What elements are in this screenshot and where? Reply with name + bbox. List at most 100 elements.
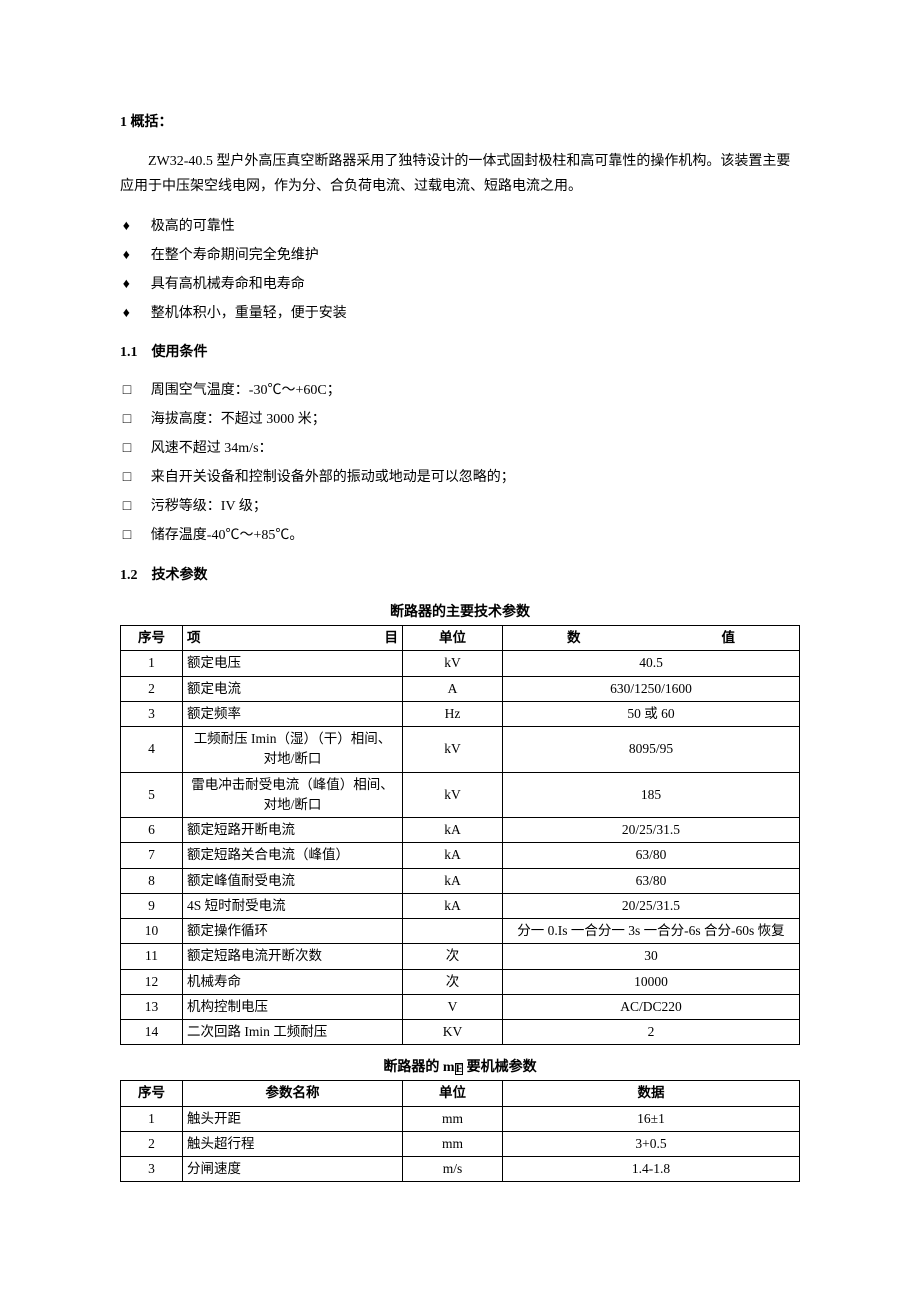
cell-idx: 4	[121, 727, 183, 773]
cell-idx: 2	[121, 1131, 183, 1156]
col-item-header-a: 项	[187, 628, 201, 648]
cell-idx: 3	[121, 1157, 183, 1182]
cell-item: 额定电流	[183, 676, 403, 701]
col-value-header-a: 数	[567, 628, 581, 648]
cell-unit: mm	[403, 1106, 503, 1131]
cell-idx: 12	[121, 969, 183, 994]
table-header-row: 序号 项 目 单位 数 值	[121, 626, 800, 651]
condition-item: 污秽等级：IV 级；	[120, 494, 800, 519]
conditions-list: 周围空气温度：-30℃～+60C； 海拔高度：不超过 3000 米； 风速不超过…	[120, 378, 800, 549]
cell-unit: 次	[403, 944, 503, 969]
feature-item: 整机体积小，重量轻，便于安装	[120, 301, 800, 326]
col-index-header: 序号	[121, 1081, 183, 1106]
cell-data: 16±1	[503, 1106, 800, 1131]
feature-item: 极高的可靠性	[120, 214, 800, 239]
table-2-caption-a: 断路器的 m	[383, 1060, 454, 1075]
technical-params-table: 序号 项 目 单位 数 值	[120, 625, 800, 1045]
cell-unit: kA	[403, 818, 503, 843]
table-row: 4 工频耐压 Imin（湿）（干）相间、对地/断口 kV 8095/95	[121, 727, 800, 773]
feature-item: 在整个寿命期间完全免维护	[120, 243, 800, 268]
cell-item: 雷电冲击耐受电流（峰值）相间、对地/断口	[183, 772, 403, 818]
feature-item: 具有高机械寿命和电寿命	[120, 272, 800, 297]
cell-item: 额定短路关合电流（峰值）	[183, 843, 403, 868]
col-unit-header: 单位	[403, 626, 503, 651]
cell-idx: 14	[121, 1020, 183, 1045]
cell-unit: Hz	[403, 701, 503, 726]
table-row: 6 额定短路开断电流 kA 20/25/31.5	[121, 818, 800, 843]
cell-item: 额定电压	[183, 651, 403, 676]
cell-idx: 1	[121, 651, 183, 676]
cell-idx: 1	[121, 1106, 183, 1131]
boxed-char-icon: E	[455, 1063, 464, 1075]
section-1-heading: 1 概括：	[120, 110, 800, 135]
mechanical-params-table: 序号 参数名称 单位 数据 1 触头开距 mm 16±1 2 触头超行程 mm …	[120, 1080, 800, 1182]
table-row: 8 额定峰值耐受电流 kA 63/80	[121, 868, 800, 893]
condition-item: 来自开关设备和控制设备外部的振动或地动是可以忽略的；	[120, 465, 800, 490]
cell-value: 20/25/31.5	[503, 818, 800, 843]
cell-name: 触头开距	[183, 1106, 403, 1131]
cell-value: 2	[503, 1020, 800, 1045]
cell-unit: KV	[403, 1020, 503, 1045]
cell-item: 机械寿命	[183, 969, 403, 994]
cell-idx: 3	[121, 701, 183, 726]
col-value-header: 数 值	[503, 626, 800, 651]
cell-idx: 13	[121, 994, 183, 1019]
table-header-row: 序号 参数名称 单位 数据	[121, 1081, 800, 1106]
cell-unit: kA	[403, 843, 503, 868]
condition-item: 周围空气温度：-30℃～+60C；	[120, 378, 800, 403]
cell-item: 机构控制电压	[183, 994, 403, 1019]
col-index-header: 序号	[121, 626, 183, 651]
cell-item: 额定操作循环	[183, 919, 403, 944]
col-item-header-b: 目	[385, 628, 399, 648]
table-row: 12 机械寿命 次 10000	[121, 969, 800, 994]
cell-unit: m/s	[403, 1157, 503, 1182]
cell-unit: kV	[403, 727, 503, 773]
table-row: 5 雷电冲击耐受电流（峰值）相间、对地/断口 kV 185	[121, 772, 800, 818]
document-page: 1 概括： ZW32-40.5 型户外高压真空断路器采用了独特设计的一体式固封极…	[0, 0, 920, 1228]
cell-idx: 5	[121, 772, 183, 818]
cell-idx: 10	[121, 919, 183, 944]
col-value-header-b: 值	[722, 628, 736, 648]
table-row: 3 分闸速度 m/s 1.4-1.8	[121, 1157, 800, 1182]
intro-paragraph: ZW32-40.5 型户外高压真空断路器采用了独特设计的一体式固封极柱和高可靠性…	[120, 149, 800, 199]
cell-unit: kA	[403, 868, 503, 893]
cell-value: 30	[503, 944, 800, 969]
table-row: 10 额定操作循环 分一 0.Is 一合分一 3s 一合分-6s 合分-60s …	[121, 919, 800, 944]
cell-value: 10000	[503, 969, 800, 994]
cell-unit	[403, 919, 503, 944]
col-unit-header: 单位	[403, 1081, 503, 1106]
cell-data: 3+0.5	[503, 1131, 800, 1156]
cell-value: 63/80	[503, 868, 800, 893]
cell-value: 50 或 60	[503, 701, 800, 726]
cell-value: 630/1250/1600	[503, 676, 800, 701]
cell-idx: 8	[121, 868, 183, 893]
col-item-header: 项 目	[183, 626, 403, 651]
col-name-header: 参数名称	[183, 1081, 403, 1106]
table-row: 9 4S 短时耐受电流 kA 20/25/31.5	[121, 893, 800, 918]
cell-idx: 7	[121, 843, 183, 868]
technical-params-body: 1 额定电压 kV 40.5 2 额定电流 A 630/1250/1600 3 …	[121, 651, 800, 1045]
cell-unit: V	[403, 994, 503, 1019]
table-row: 1 额定电压 kV 40.5	[121, 651, 800, 676]
cell-item: 额定短路电流开断次数	[183, 944, 403, 969]
cell-item: 4S 短时耐受电流	[183, 893, 403, 918]
table-row: 2 触头超行程 mm 3+0.5	[121, 1131, 800, 1156]
table-row: 11 额定短路电流开断次数 次 30	[121, 944, 800, 969]
cell-idx: 2	[121, 676, 183, 701]
table-2-caption-c: 要机械参数	[463, 1060, 537, 1075]
condition-item: 储存温度-40℃～+85℃。	[120, 523, 800, 548]
table-row: 1 触头开距 mm 16±1	[121, 1106, 800, 1131]
table-row: 3 额定频率 Hz 50 或 60	[121, 701, 800, 726]
table-row: 13 机构控制电压 V AC/DC220	[121, 994, 800, 1019]
cell-value: 8095/95	[503, 727, 800, 773]
table-2-caption: 断路器的 mE 要机械参数	[120, 1055, 800, 1080]
cell-name: 分闸速度	[183, 1157, 403, 1182]
cell-unit: mm	[403, 1131, 503, 1156]
cell-unit: kV	[403, 772, 503, 818]
cell-value: 63/80	[503, 843, 800, 868]
cell-item: 工频耐压 Imin（湿）（干）相间、对地/断口	[183, 727, 403, 773]
cell-unit: kA	[403, 893, 503, 918]
section-1-1-heading: 1.1 使用条件	[120, 340, 800, 365]
condition-item: 风速不超过 34m/s：	[120, 436, 800, 461]
cell-value: 40.5	[503, 651, 800, 676]
